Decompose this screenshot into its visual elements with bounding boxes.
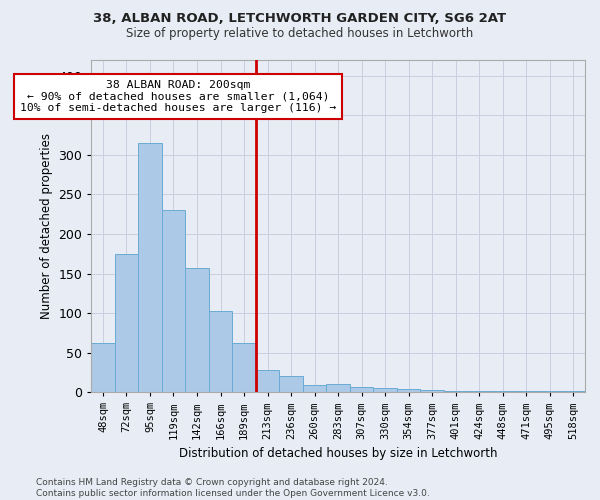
Bar [421,390,444,392]
Bar [444,390,467,392]
Bar [280,376,303,392]
Text: 38 ALBAN ROAD: 200sqm
← 90% of detached houses are smaller (1,064)
10% of semi-d: 38 ALBAN ROAD: 200sqm ← 90% of detached … [20,80,337,113]
Bar [373,388,397,392]
Bar [562,390,585,392]
Bar [303,385,326,392]
Bar [350,386,373,392]
X-axis label: Distribution of detached houses by size in Letchworth: Distribution of detached houses by size … [179,447,497,460]
Bar [185,268,209,392]
Bar [326,384,350,392]
Text: 38, ALBAN ROAD, LETCHWORTH GARDEN CITY, SG6 2AT: 38, ALBAN ROAD, LETCHWORTH GARDEN CITY, … [94,12,506,26]
Text: Size of property relative to detached houses in Letchworth: Size of property relative to detached ho… [127,28,473,40]
Bar [232,343,256,392]
Bar [91,343,115,392]
Bar [538,390,562,392]
Bar [256,370,280,392]
Bar [397,389,421,392]
Y-axis label: Number of detached properties: Number of detached properties [40,133,53,319]
Bar [115,254,138,392]
Bar [162,210,185,392]
Bar [138,143,162,392]
Text: Contains HM Land Registry data © Crown copyright and database right 2024.
Contai: Contains HM Land Registry data © Crown c… [36,478,430,498]
Bar [209,310,232,392]
